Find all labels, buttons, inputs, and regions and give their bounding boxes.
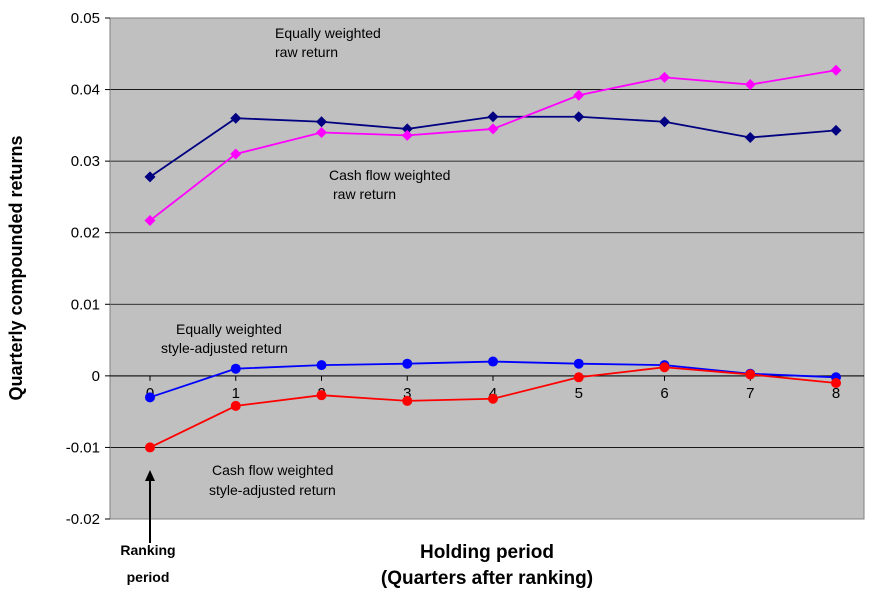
series-group	[144, 64, 842, 453]
data-point	[744, 79, 756, 91]
plot-background	[110, 18, 864, 519]
x-axis-label-line1: Holding period	[420, 542, 554, 563]
data-point	[488, 356, 498, 367]
y-tick-label: 0.02	[71, 225, 100, 242]
data-point	[401, 129, 413, 141]
x-tick-label: 1	[232, 385, 240, 402]
data-point	[316, 390, 327, 401]
data-point	[230, 148, 242, 160]
x-tick-label: 3	[403, 385, 411, 402]
data-point	[659, 362, 670, 373]
data-point	[144, 171, 156, 183]
annotation-cf-style-2: style-adjusted return	[209, 482, 336, 498]
series-2	[144, 64, 842, 227]
y-tick-label: -0.02	[66, 511, 100, 528]
y-tick-label: 0.05	[71, 10, 100, 27]
data-point	[230, 363, 241, 374]
data-point	[401, 123, 413, 135]
plot-border	[109, 17, 865, 520]
y-tick-label: 0.03	[71, 153, 100, 170]
data-point	[316, 127, 327, 139]
annotation-cf-style-1: Cash flow weighted	[212, 462, 333, 478]
data-point	[573, 111, 585, 123]
ranking-label-1: Ranking	[120, 542, 175, 558]
annotation-cf-raw-2: raw return	[333, 186, 396, 202]
data-point	[659, 71, 670, 83]
x-tick-label: 4	[489, 385, 497, 402]
y-axis-label: Quarterly compounded returns	[6, 135, 26, 400]
ranking-label-2: period	[127, 569, 170, 585]
y-tick-label: 0.01	[71, 296, 100, 313]
data-point	[745, 369, 756, 380]
x-axis-label-line2: (Quarters after ranking)	[381, 568, 593, 589]
y-tick-label: 0.04	[71, 82, 100, 99]
x-tick-label: 6	[660, 385, 668, 402]
data-point	[830, 64, 842, 76]
data-point	[573, 358, 584, 369]
data-point	[831, 378, 841, 389]
data-point	[230, 400, 241, 411]
annotation-eq-raw-1: Equally weighted	[275, 25, 381, 41]
data-point	[744, 132, 756, 144]
data-point	[230, 112, 242, 124]
data-point	[402, 358, 413, 369]
annotation-eq-raw-2: raw return	[275, 44, 338, 60]
data-point	[830, 124, 842, 136]
annotation-eq-style-2: style-adjusted return	[161, 340, 288, 356]
y-axis-ticks: -0.02 -0.01 0 0.01 0.02 0.03 0.04 0.05	[66, 10, 110, 528]
series-1	[144, 111, 842, 183]
ranking-arrow-head	[145, 470, 155, 481]
data-point	[573, 372, 584, 383]
data-point	[316, 360, 327, 371]
data-point	[488, 393, 498, 404]
data-point	[145, 442, 155, 453]
x-tick-label: 7	[746, 385, 754, 402]
data-point	[144, 215, 156, 227]
annotation-eq-style-1: Equally weighted	[176, 321, 282, 337]
x-tick-label: 8	[832, 385, 840, 402]
data-point	[573, 89, 585, 101]
data-point	[487, 123, 499, 135]
y-tick-label: -0.01	[66, 439, 100, 456]
series-4	[145, 362, 841, 453]
y-tick-label: 0	[92, 368, 100, 385]
data-point	[145, 392, 155, 403]
data-point	[316, 116, 327, 128]
x-tick-label: 5	[575, 385, 583, 402]
data-point	[487, 111, 499, 123]
data-point	[659, 116, 670, 128]
data-point	[402, 395, 413, 406]
annotation-cf-raw-1: Cash flow weighted	[329, 167, 450, 183]
